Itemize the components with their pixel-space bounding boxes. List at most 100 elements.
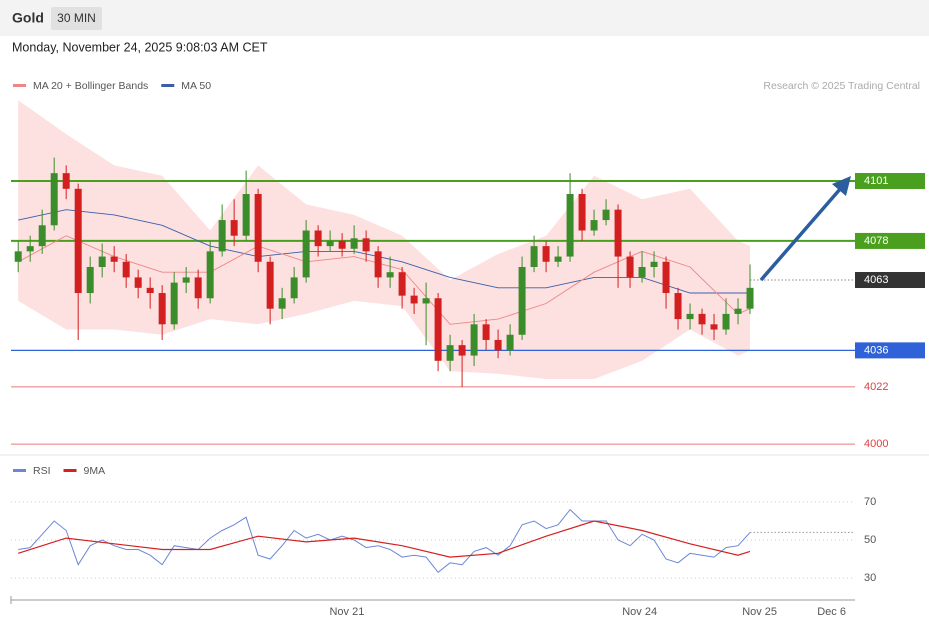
candle-body <box>470 324 478 356</box>
candle-body <box>410 295 418 304</box>
level-label: 4101 <box>864 175 888 187</box>
legend-swatch <box>161 84 175 87</box>
arrow-shaft <box>759 186 843 282</box>
level-label: 4000 <box>864 438 888 450</box>
candle-body <box>746 287 754 309</box>
candle-body <box>530 246 538 267</box>
candle-body <box>158 293 166 325</box>
candle-body <box>182 277 190 283</box>
level-tag <box>855 272 925 289</box>
candle-body <box>170 282 178 325</box>
candle-body <box>122 261 130 278</box>
candle-body <box>662 261 670 294</box>
forecast-arrow <box>759 176 851 282</box>
candle-body <box>506 334 514 351</box>
candle-body <box>722 313 730 330</box>
candle-body <box>446 345 454 361</box>
candle-body <box>302 230 310 278</box>
candle-body <box>422 298 430 304</box>
candle-body <box>482 324 490 340</box>
interval[interactable]: 30 MIN <box>57 11 96 25</box>
candle-body <box>686 313 694 320</box>
level-label: 4063 <box>864 274 888 286</box>
candle-body <box>674 293 682 320</box>
y-tick-label: 70 <box>864 496 876 508</box>
candle-body <box>362 238 370 252</box>
candle-body <box>338 240 346 249</box>
level-tag <box>855 232 925 249</box>
arrow-head <box>832 176 851 196</box>
bollinger-band <box>18 100 750 379</box>
candle-body <box>638 266 646 278</box>
legend-label: MA 50 <box>181 80 211 92</box>
candle-body <box>230 220 238 236</box>
timestamp: Monday, November 24, 2025 9:08:03 AM CET <box>12 40 268 54</box>
candle-body <box>290 277 298 299</box>
series-line <box>18 508 751 574</box>
candle-body <box>566 194 574 257</box>
legend-swatch <box>63 469 77 472</box>
y-tick-label: 30 <box>864 572 876 584</box>
plot-layer: 4101 4078 4063 4036 4022 4000 MA 20 + Bollinge… <box>11 80 925 618</box>
level-label: 4022 <box>864 381 888 393</box>
candle-body <box>698 313 706 325</box>
credit: Research © 2025 Trading Central <box>763 80 920 92</box>
y-tick-label: 50 <box>864 534 876 546</box>
candle-body <box>494 339 502 351</box>
candle-body <box>86 266 94 294</box>
level-label: 4078 <box>864 235 888 247</box>
candle-body <box>110 256 118 262</box>
candle-body <box>146 287 154 294</box>
candle-body <box>326 240 334 247</box>
x-tick-label: Nov 21 <box>329 606 364 618</box>
candle-body <box>62 173 70 189</box>
legend-swatch <box>13 469 26 472</box>
candle-body <box>398 272 406 296</box>
x-tick-label: Nov 25 <box>742 606 777 618</box>
candle-body <box>50 173 58 226</box>
candle-body <box>254 194 262 262</box>
candle-body <box>194 277 202 299</box>
candle-body <box>278 298 286 309</box>
candle-body <box>602 209 610 221</box>
x-tick-label: Dec 6 <box>817 606 846 618</box>
header-bar <box>0 0 929 36</box>
candle-body <box>350 238 358 249</box>
candle-body <box>242 194 250 236</box>
candle-body <box>578 194 586 231</box>
level-label: 4036 <box>864 344 888 356</box>
candle-body <box>554 256 562 262</box>
candle-body <box>14 251 22 262</box>
candle-body <box>266 261 274 309</box>
candle-body <box>374 251 382 278</box>
candle-body <box>134 277 142 288</box>
candle-body <box>734 308 742 314</box>
x-tick-label: Nov 24 <box>622 606 657 618</box>
candle-body <box>542 246 550 262</box>
candle-body <box>314 230 322 247</box>
candle-body <box>458 345 466 356</box>
candle-body <box>26 246 34 252</box>
candle-body <box>590 220 598 231</box>
candle-body <box>206 251 214 299</box>
level-tag <box>855 342 925 359</box>
interval-chip[interactable] <box>51 7 102 30</box>
candle-body <box>98 256 106 267</box>
candle-body <box>710 324 718 330</box>
series-line <box>18 520 751 558</box>
candle-body <box>614 209 622 257</box>
candle-body <box>650 261 658 267</box>
legend-label: MA 20 + Bollinger Bands <box>33 80 148 92</box>
legend-label: 9MA <box>84 465 106 477</box>
candle-body <box>386 272 394 278</box>
legend-label: RSI <box>33 465 51 477</box>
candle-body <box>38 225 46 247</box>
symbol: Gold <box>12 10 44 26</box>
candle-body <box>218 220 226 252</box>
candle-body <box>434 298 442 361</box>
legend-swatch <box>13 84 26 87</box>
ma50-line <box>18 209 750 294</box>
candle-body <box>74 188 82 294</box>
candle-body <box>518 266 526 335</box>
